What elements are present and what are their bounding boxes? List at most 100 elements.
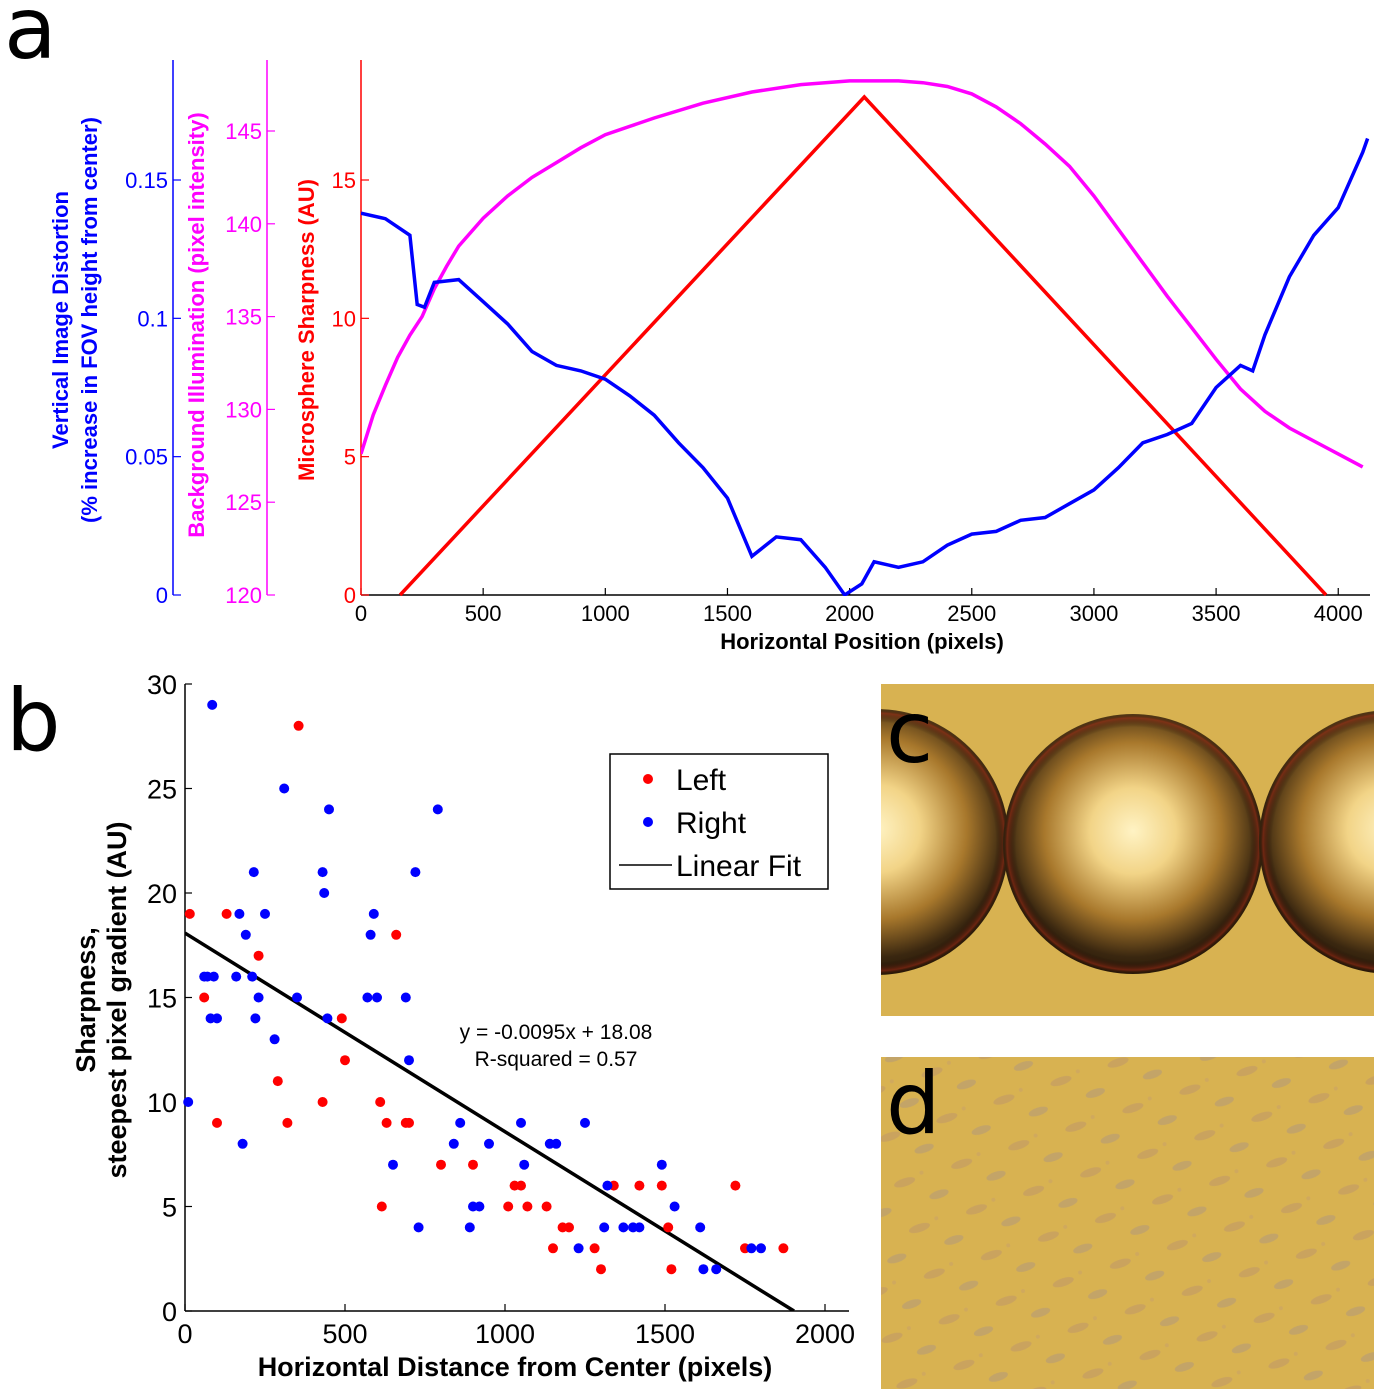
scatter-point-left — [404, 1117, 414, 1128]
sharpness-line — [398, 94, 1328, 596]
illumination-axis-label: Background Illumination (pixel intensity… — [184, 112, 209, 537]
scatter-point-right — [253, 992, 264, 1003]
scatter-point-right — [250, 1013, 261, 1024]
distortion-tick-label: 0 — [156, 583, 168, 608]
b-x-tick-label: 1500 — [635, 1319, 695, 1349]
distortion-axis-label-2: (% increase in FOV height from center) — [77, 117, 102, 523]
scatter-point-right — [448, 1138, 459, 1149]
scatter-point-right — [464, 1222, 475, 1233]
scatter-point-right — [695, 1222, 706, 1233]
scatter-points — [183, 699, 789, 1275]
scatter-point-left — [199, 992, 210, 1003]
scatter-point-left — [634, 1180, 645, 1191]
distortion-tick-label: 0.15 — [125, 168, 168, 193]
scatter-point-left — [666, 1264, 677, 1275]
a-x-tick-label: 500 — [465, 601, 502, 626]
scatter-point-right — [317, 867, 328, 878]
scatter-point-right — [183, 1097, 194, 1107]
scatter-point-left — [317, 1097, 328, 1107]
b-y-tick-label: 0 — [162, 1297, 177, 1327]
scatter-point-right — [279, 783, 290, 794]
scatter-point-right — [269, 1034, 280, 1045]
b-x-tick-label: 500 — [322, 1319, 367, 1349]
scatter-point-right — [698, 1264, 709, 1275]
scatter-point-left — [391, 929, 402, 940]
panel-letter-b: b — [6, 671, 61, 771]
panel-a-distortion-ticks: 0 0.05 0.1 0.15 — [125, 168, 181, 608]
scatter-point-left — [522, 1201, 533, 1212]
sharpness-tick-label: 0 — [344, 583, 356, 608]
legend-marker-left — [643, 774, 653, 784]
linear-fit-line — [185, 931, 795, 1311]
panel-letter-a: a — [4, 0, 57, 79]
illumination-tick-label: 145 — [225, 119, 262, 144]
panel-a-x-ticks: 0 500 1000 1500 2000 2500 3000 3500 4000 — [355, 588, 1363, 626]
scatter-point-left — [376, 1201, 387, 1212]
scatter-point-right — [656, 1159, 667, 1170]
scatter-point-left — [596, 1264, 606, 1275]
sharpness-tick-label: 15 — [332, 168, 356, 193]
panel-a-illumination-ticks: 120 125 130 135 140 145 — [225, 119, 275, 608]
scatter-point-left — [336, 1013, 347, 1024]
a-x-tick-label: 1000 — [581, 601, 630, 626]
b-y-tick-label: 20 — [147, 879, 177, 909]
scatter-point-right — [231, 971, 242, 982]
scatter-point-right — [368, 908, 379, 919]
scatter-point-right — [247, 971, 258, 982]
illumination-line — [361, 79, 1364, 469]
distortion-line — [361, 137, 1370, 596]
photo-d-texture — [881, 1057, 1374, 1389]
scatter-point-left — [221, 908, 232, 919]
scatter-point-left — [468, 1159, 478, 1170]
panel-letter-d: d — [886, 1054, 941, 1154]
panel-c-photo: c — [881, 683, 1374, 1016]
scatter-point-right — [372, 992, 382, 1003]
scatter-point-left — [272, 1076, 283, 1087]
scatter-point-right — [618, 1222, 629, 1233]
illumination-tick-label: 125 — [225, 490, 262, 515]
scatter-point-left — [436, 1159, 446, 1170]
a-x-tick-label: 2500 — [947, 601, 996, 626]
scatter-point-left — [503, 1201, 514, 1212]
scatter-point-right — [516, 1117, 526, 1128]
scatter-point-right — [669, 1201, 680, 1212]
scatter-point-left — [212, 1117, 222, 1128]
a-x-tick-label: 3000 — [1069, 601, 1118, 626]
scatter-point-right — [237, 1138, 248, 1149]
panel-b-x-ticks: 0 500 1000 1500 2000 — [177, 1304, 855, 1349]
scatter-point-right — [413, 1222, 424, 1233]
legend-label-fit: Linear Fit — [676, 850, 802, 883]
scatter-point-right — [248, 867, 259, 878]
sharpness-tick-label: 10 — [332, 306, 356, 331]
panel-a-chart: 0 500 1000 1500 2000 2500 3000 3500 4000 Horizon… — [48, 60, 1370, 654]
scatter-point-right — [324, 804, 334, 815]
scatter-point-left — [340, 1055, 350, 1066]
scatter-point-right — [260, 908, 270, 919]
scatter-point-right — [207, 699, 218, 710]
scatter-point-right — [365, 929, 376, 940]
scatter-point-right — [573, 1243, 584, 1254]
scatter-point-right — [746, 1243, 757, 1254]
scatter-point-right — [580, 1117, 590, 1128]
scatter-point-left — [564, 1222, 574, 1233]
b-y-tick-label: 15 — [147, 984, 177, 1014]
scatter-point-right — [322, 1013, 333, 1024]
scatter-point-right — [432, 804, 443, 815]
scatter-point-left — [548, 1243, 558, 1254]
panel-b-y-ticks: 0 5 10 15 20 25 30 — [147, 670, 192, 1327]
scatter-point-left — [293, 720, 304, 731]
scatter-point-left — [516, 1180, 526, 1191]
a-x-tick-label: 1500 — [703, 601, 752, 626]
distortion-axis-label-1: Vertical Image Distortion — [48, 191, 73, 449]
scatter-point-right — [212, 1013, 222, 1024]
scatter-point-right — [410, 867, 421, 878]
scatter-point-right — [711, 1264, 722, 1275]
a-x-tick-label: 2000 — [825, 601, 874, 626]
legend-marker-right — [643, 817, 653, 827]
illumination-tick-label: 140 — [225, 212, 262, 237]
distortion-tick-label: 0.1 — [137, 306, 168, 331]
scatter-point-right — [602, 1180, 613, 1191]
b-x-tick-label: 0 — [177, 1319, 192, 1349]
scatter-point-right — [292, 992, 302, 1003]
